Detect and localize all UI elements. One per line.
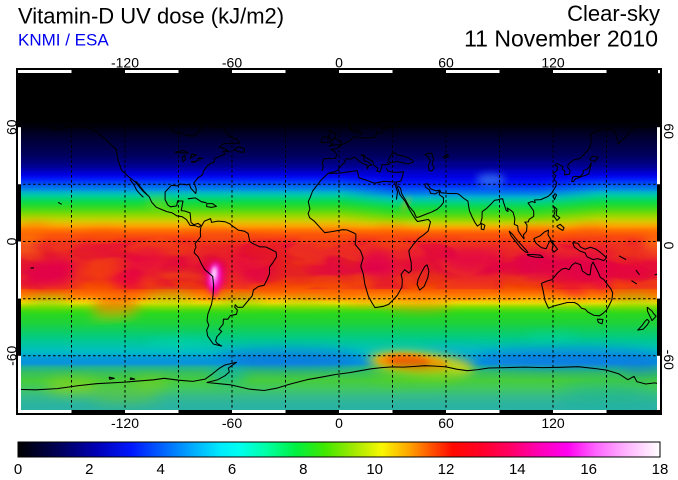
svg-text:-120: -120 bbox=[111, 415, 139, 431]
svg-text:120: 120 bbox=[541, 55, 565, 71]
svg-text:60: 60 bbox=[661, 123, 677, 139]
svg-text:-60: -60 bbox=[222, 415, 242, 431]
svg-text:0: 0 bbox=[661, 242, 677, 250]
svg-text:2: 2 bbox=[85, 461, 93, 478]
svg-text:11 November 2010: 11 November 2010 bbox=[464, 26, 658, 52]
svg-text:120: 120 bbox=[541, 415, 565, 431]
svg-text:60: 60 bbox=[438, 55, 454, 71]
svg-text:Vitamin-D UV dose (kJ/m2): Vitamin-D UV dose (kJ/m2) bbox=[18, 4, 284, 29]
svg-text:10: 10 bbox=[366, 461, 383, 478]
svg-text:-60: -60 bbox=[4, 345, 20, 365]
svg-text:Clear-sky: Clear-sky bbox=[567, 1, 660, 26]
svg-text:4: 4 bbox=[157, 461, 165, 478]
svg-text:16: 16 bbox=[580, 461, 597, 478]
svg-text:60: 60 bbox=[4, 119, 20, 135]
svg-text:0: 0 bbox=[335, 55, 343, 71]
svg-text:0: 0 bbox=[14, 461, 22, 478]
svg-text:0: 0 bbox=[335, 415, 343, 431]
svg-text:12: 12 bbox=[438, 461, 455, 478]
svg-text:60: 60 bbox=[438, 415, 454, 431]
svg-text:8: 8 bbox=[299, 461, 307, 478]
svg-text:0: 0 bbox=[4, 237, 20, 245]
svg-text:-60: -60 bbox=[661, 350, 677, 370]
svg-text:14: 14 bbox=[509, 461, 526, 478]
svg-text:6: 6 bbox=[228, 461, 236, 478]
svg-text:-60: -60 bbox=[222, 55, 242, 71]
svg-text:KNMI / ESA: KNMI / ESA bbox=[18, 31, 109, 50]
svg-text:-120: -120 bbox=[111, 55, 139, 71]
svg-text:18: 18 bbox=[652, 461, 669, 478]
